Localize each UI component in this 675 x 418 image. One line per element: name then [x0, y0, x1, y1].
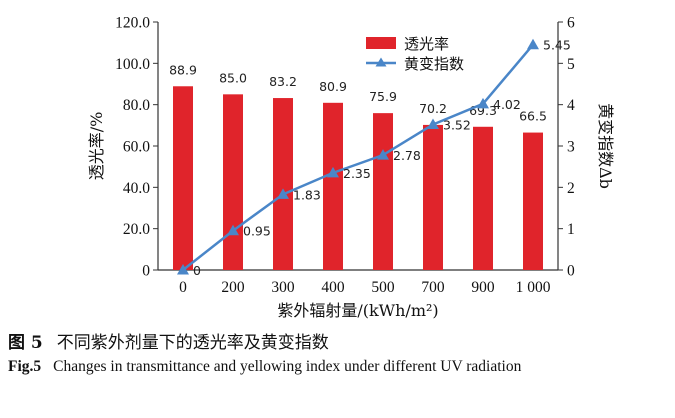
yellowing-value-label-4: 2.78: [393, 148, 421, 163]
y-left-tick-label-1: 20.0: [123, 221, 150, 238]
yellowing-value-label-3: 2.35: [343, 166, 371, 181]
figure-title-cn: 不同紫外剂量下的透光率及黄变指数: [56, 333, 329, 353]
figure-title-en: Changes in transmittance and yellowing i…: [53, 358, 522, 375]
yellowing-marker-2: [277, 188, 289, 199]
bar-transmittance-4: [373, 113, 393, 270]
bar-value-label-5: 70.2: [419, 101, 447, 116]
y-right-tick-label-4: 4: [567, 97, 575, 114]
bar-value-label-2: 83.2: [269, 74, 297, 89]
x-tick-label-1: 200: [221, 279, 245, 296]
yellowing-value-label-1: 0.95: [243, 224, 271, 239]
y-axis-right-label: 黄变指数Δb: [596, 103, 615, 189]
y-left-tick-label-2: 40.0: [123, 180, 150, 197]
yellowing-marker-0: [177, 264, 189, 275]
bar-transmittance-1: [223, 94, 243, 270]
bar-value-label-1: 85.0: [219, 70, 247, 85]
bar-value-label-3: 80.9: [319, 79, 347, 94]
legend-label-transmittance: 透光率: [404, 35, 449, 53]
bar-value-label-4: 75.9: [369, 89, 397, 104]
bar-value-label-0: 88.9: [169, 62, 197, 77]
yellowing-marker-5: [427, 118, 439, 130]
yellowing-value-label-0: 0: [193, 263, 201, 278]
figure-number-cn: 图 5: [8, 333, 43, 353]
yellowing-marker-6: [477, 97, 489, 109]
y-axis-left-label: 透光率/%: [87, 112, 106, 181]
bar-transmittance-0: [173, 86, 193, 270]
yellowing-marker-4: [377, 149, 389, 160]
x-tick-label-7: 1 000: [516, 279, 551, 296]
figure-number-en: Fig.5: [8, 358, 42, 375]
bar-transmittance-3: [323, 102, 343, 270]
legend-swatch-transmittance: [366, 37, 396, 49]
figure-caption-en: Fig.5 Changes in transmittance and yellow…: [8, 356, 663, 378]
y-left-tick-label-3: 60.0: [123, 139, 150, 156]
x-tick-label-0: 0: [179, 279, 187, 296]
yellowing-value-label-6: 4.02: [493, 97, 521, 112]
bar-value-label-7: 66.5: [519, 109, 547, 124]
yellowing-index-line: [182, 43, 534, 271]
bar-transmittance-6: [473, 126, 493, 270]
x-tick-label-2: 300: [271, 279, 295, 296]
x-tick-label-3: 400: [321, 279, 345, 296]
x-tick-label-4: 500: [371, 279, 395, 296]
bar-transmittance-2: [273, 98, 293, 270]
y-left-tick-label-5: 100.0: [115, 56, 150, 73]
yellowing-value-label-2: 1.83: [293, 187, 321, 202]
yellowing-marker-7: [527, 38, 539, 50]
y-left-tick-label-0: 0: [142, 263, 150, 280]
y-right-tick-label-0: 0: [567, 263, 575, 280]
y-right-tick-label-2: 2: [567, 180, 575, 197]
x-tick-label-5: 700: [421, 279, 445, 296]
figure-caption-cn: 图 5 不同紫外剂量下的透光率及黄变指数: [8, 328, 329, 353]
y-right-tick-label-5: 5: [567, 56, 575, 73]
y-right-tick-label-6: 6: [567, 15, 575, 32]
x-tick-label-6: 900: [471, 279, 495, 296]
legend: 透光率 黄变指数: [366, 35, 464, 73]
y-left-tick-label-4: 80.0: [123, 97, 150, 114]
y-right-tick-label-3: 3: [567, 139, 575, 156]
x-axis-label: 紫外辐射量/(kWh/m²): [277, 301, 438, 320]
bar-transmittance-7: [523, 132, 543, 270]
yellowing-value-label-7: 5.45: [543, 38, 571, 53]
legend-label-yellowing: 黄变指数: [404, 55, 464, 73]
yellowing-marker-1: [227, 224, 239, 236]
y-left-tick-label-6: 120.0: [115, 15, 150, 32]
y-right-tick-label-1: 1: [567, 221, 575, 238]
yellowing-marker-3: [327, 166, 339, 178]
yellowing-value-label-5: 3.52: [443, 118, 471, 133]
combo-chart: 88.985.0 83.2 80.975.970.2 69.3 66.5 00.951.…: [87, 15, 615, 321]
legend-marker-yellowing: [375, 57, 387, 67]
bar-transmittance-5: [423, 124, 443, 270]
